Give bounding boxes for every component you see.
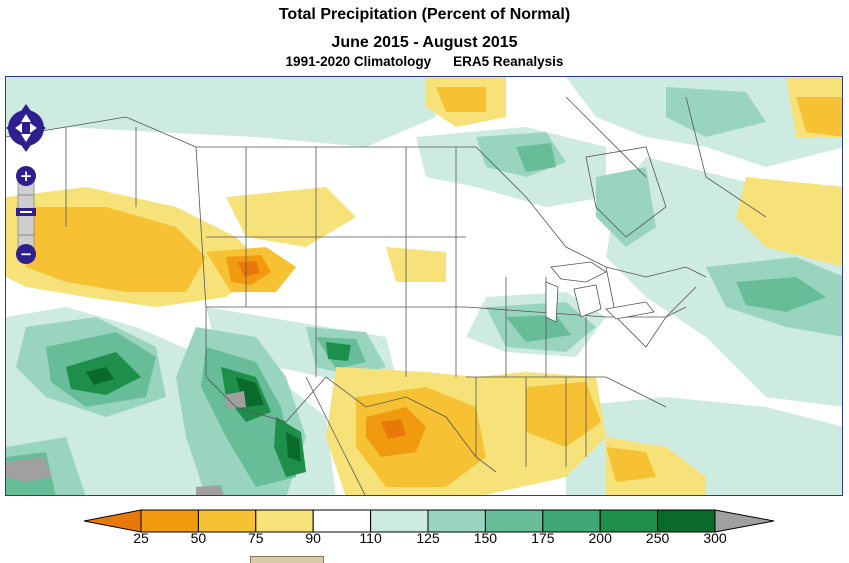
colorbar-segment-110_125 bbox=[370, 509, 429, 533]
colorbar-tick-label: 110 bbox=[359, 530, 382, 546]
colorbar-segment-125_150 bbox=[427, 509, 486, 533]
zoom-in-icon: + bbox=[20, 167, 33, 185]
colorbar-segment-25_50 bbox=[140, 509, 199, 533]
zoom-out-icon: − bbox=[20, 245, 33, 263]
map-period: June 2015 - August 2015 bbox=[331, 34, 518, 51]
colorbar-tick-label: 125 bbox=[416, 530, 440, 546]
colorbar-segment-150_175 bbox=[484, 509, 544, 533]
colorbar-segment-50_75 bbox=[197, 509, 257, 533]
hudson-bay bbox=[585, 146, 667, 238]
colorbar-tick-label: 25 bbox=[133, 530, 149, 546]
climatology-label: 1991-2020 Climatology bbox=[285, 54, 432, 69]
zoom-out-button[interactable] bbox=[16, 244, 36, 264]
map-navigation: + − bbox=[6, 100, 46, 270]
colorbar-tick-label: 175 bbox=[531, 530, 555, 546]
colorbar-segment-250_300 bbox=[657, 509, 716, 533]
colorbar-tick-label: 150 bbox=[473, 530, 498, 546]
boundaries bbox=[6, 96, 767, 495]
colorbar-tick-label: 50 bbox=[190, 530, 207, 546]
colorbar-tick-label: 90 bbox=[305, 530, 321, 546]
colorbar-tick-label: 250 bbox=[645, 530, 670, 546]
colorbar-tick-label: 300 bbox=[703, 530, 727, 546]
map-subtitle: 1991-2020 Climatology ERA5 Reanalysis bbox=[0, 54, 849, 69]
colorbar-segment-90_110 bbox=[312, 509, 372, 533]
map-canvas bbox=[6, 77, 842, 495]
colorbar-tick-label: 200 bbox=[588, 530, 612, 546]
zoom-in-button[interactable] bbox=[16, 166, 36, 186]
dataset-label: ERA5 Reanalysis bbox=[453, 54, 564, 69]
colorbar-under-arrow bbox=[83, 509, 142, 533]
colorbar-segment-200_250 bbox=[599, 509, 659, 533]
colorbar-segment-175_200 bbox=[542, 509, 601, 533]
map-title: Total Precipitation (Percent of Normal) bbox=[278, 6, 571, 23]
great-lakes bbox=[545, 261, 655, 323]
colorbar bbox=[83, 508, 775, 534]
colorbar-segment-75_90 bbox=[255, 509, 314, 533]
pan-control-icon[interactable] bbox=[6, 104, 46, 152]
dry-regions-extreme bbox=[238, 261, 406, 439]
wet-regions-above-300 bbox=[6, 391, 246, 495]
precipitation-map[interactable] bbox=[5, 76, 843, 496]
colorbar-tick-label: 75 bbox=[248, 530, 264, 546]
colorbar-over-arrow bbox=[714, 509, 775, 533]
